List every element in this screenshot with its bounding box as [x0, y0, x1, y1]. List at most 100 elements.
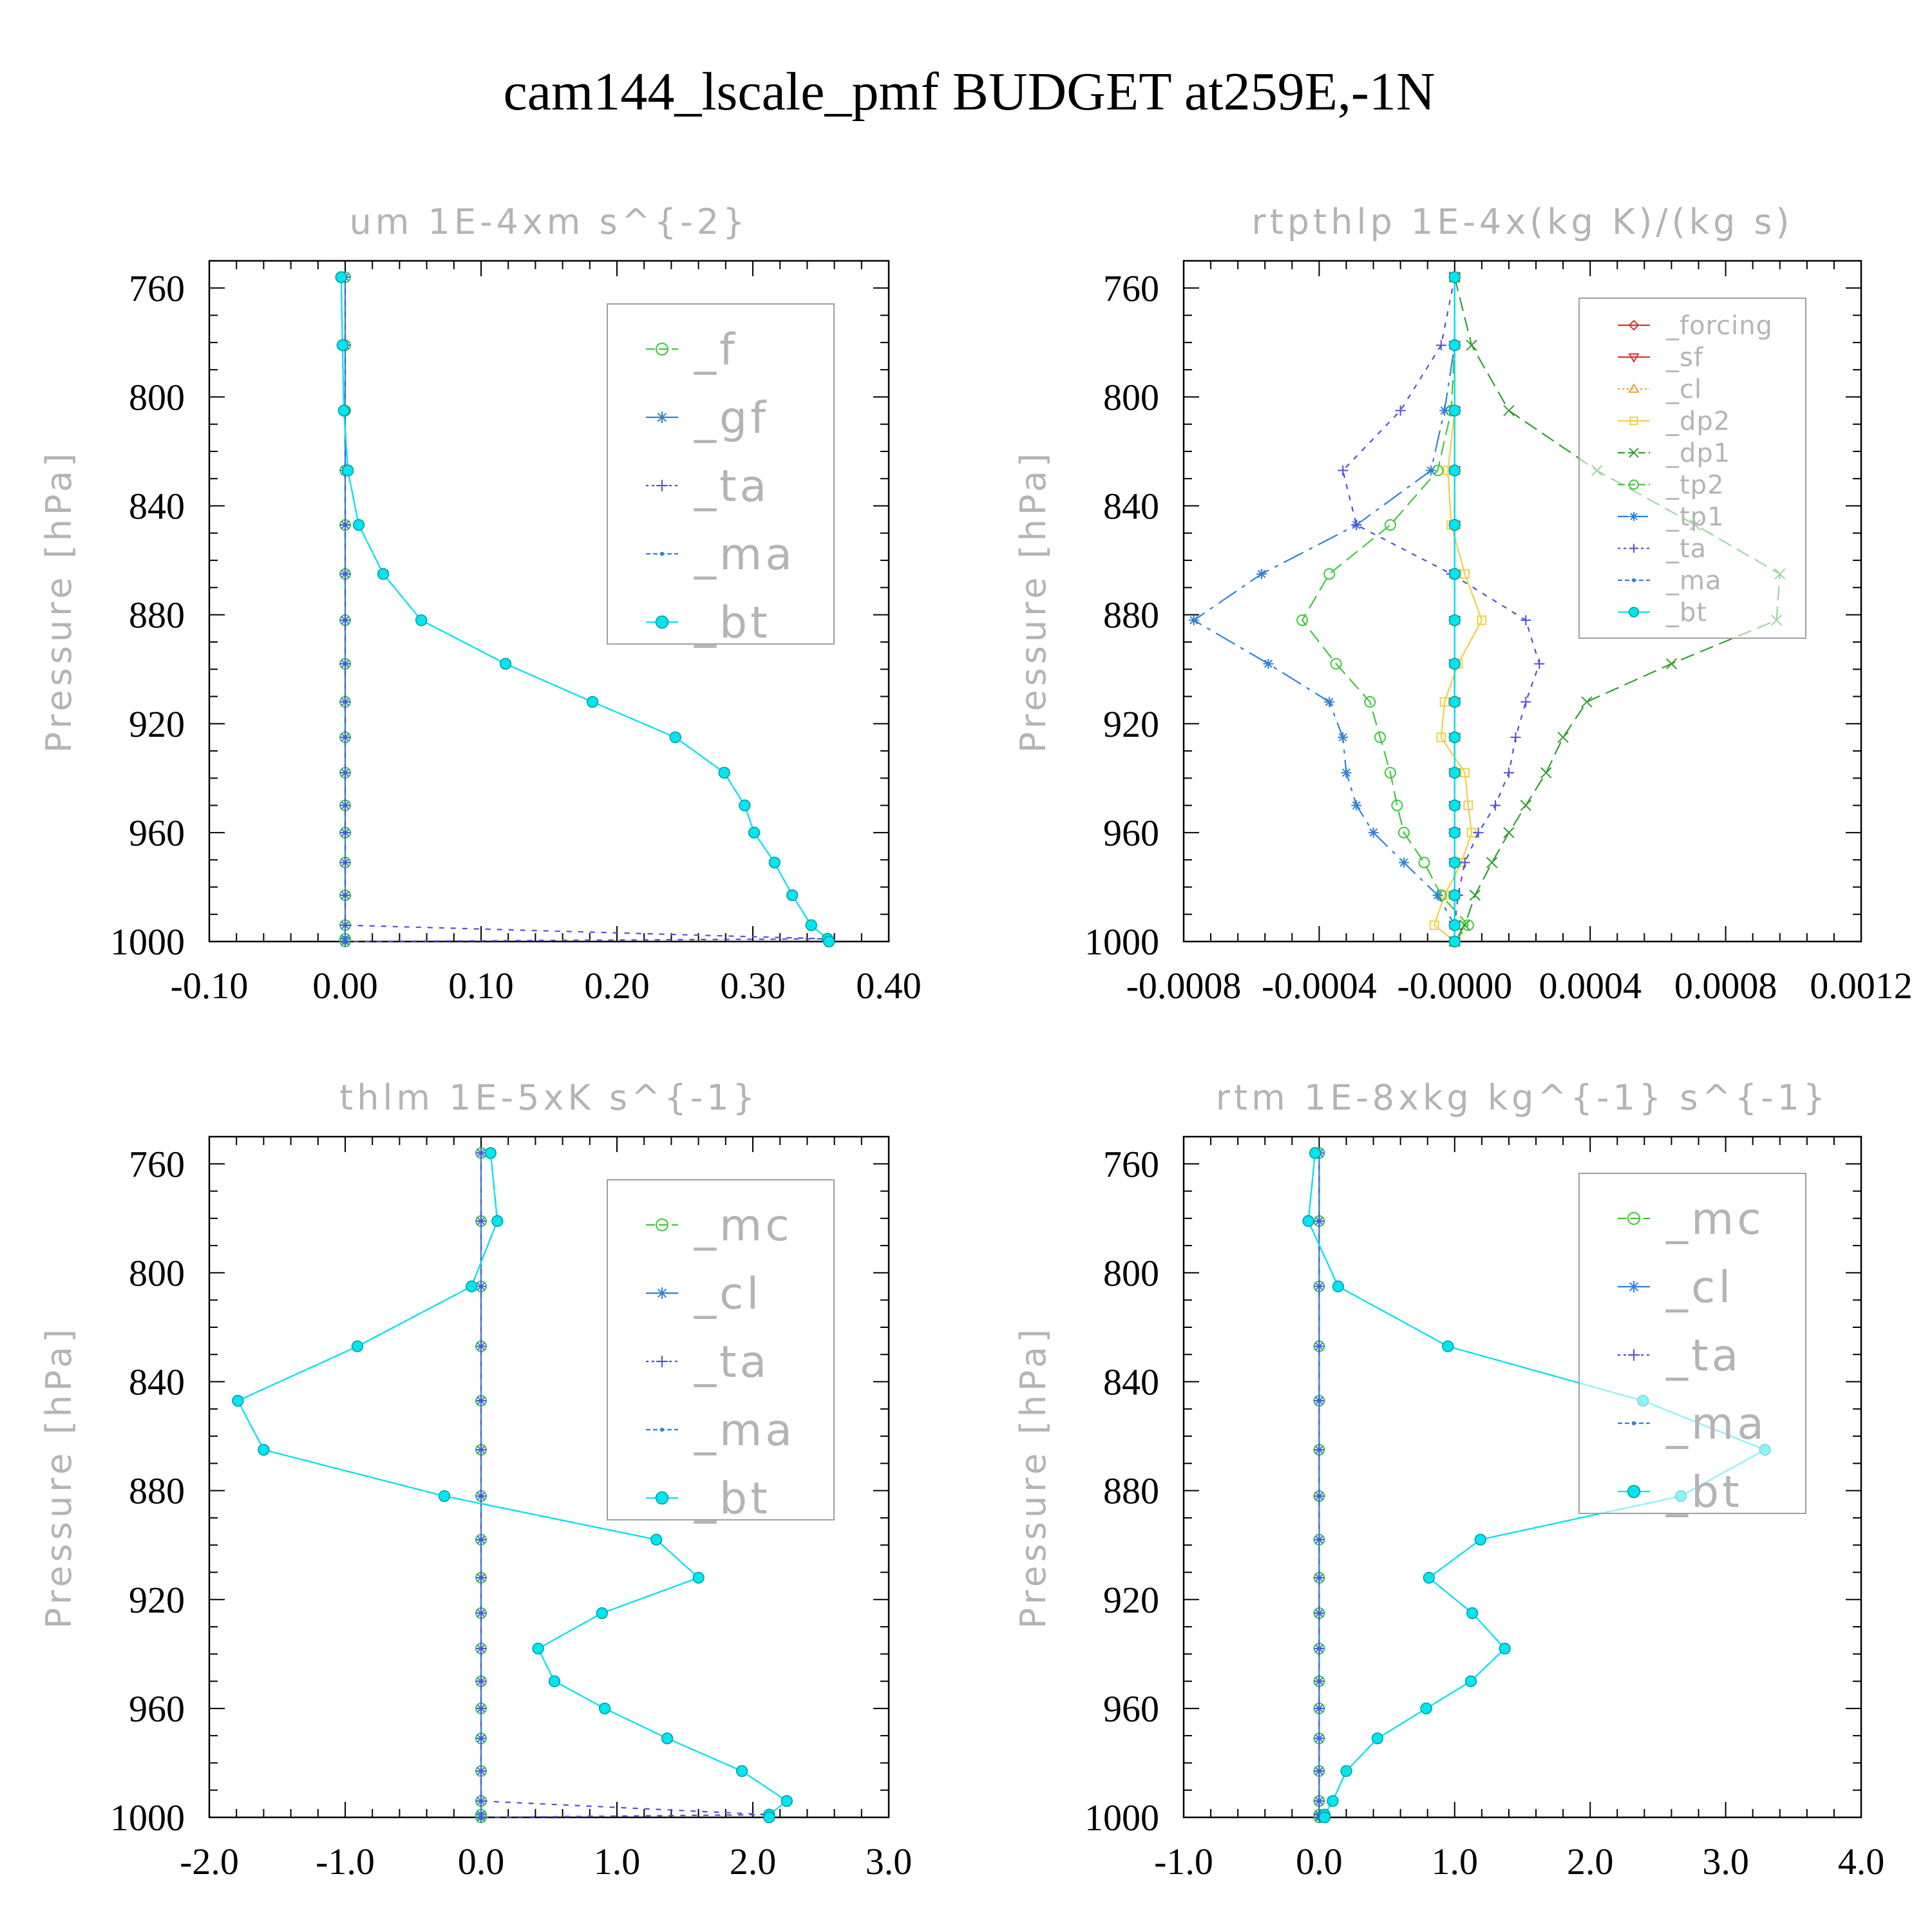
data-point: [476, 1534, 486, 1545]
data-point: [1520, 696, 1531, 707]
legend-marker: [656, 1356, 668, 1367]
series-tp2: [1296, 271, 1474, 947]
data-point: [1351, 520, 1362, 531]
series-line: [340, 277, 830, 942]
legend-item: _ma: [646, 1405, 792, 1456]
data-point: [1391, 799, 1403, 811]
data-point: [1340, 1765, 1352, 1777]
data-point: [805, 919, 817, 931]
data-point: [1466, 1607, 1479, 1620]
x-tick-label: 0.20: [584, 965, 650, 1007]
data-point: [476, 1148, 486, 1159]
data-point: [1436, 732, 1446, 743]
legend-marker: [1629, 512, 1638, 521]
data-point: [484, 1147, 497, 1159]
data-point: [650, 1533, 663, 1546]
series-ta: [1338, 272, 1545, 947]
legend-marker: [1627, 1484, 1641, 1499]
data-point: [1448, 464, 1461, 477]
data-point: [739, 799, 751, 811]
legend-item: _ta: [1618, 1331, 1738, 1381]
data-point: [1323, 568, 1336, 580]
x-tick-label: 3.0: [1702, 1841, 1749, 1882]
data-point: [476, 1281, 486, 1292]
data-point: [1341, 767, 1352, 778]
data-point: [1499, 1642, 1511, 1655]
data-point: [337, 404, 350, 417]
chart-panel-2: rtpthlp 1E-4x(kg K)/(kg s) Pressure [hPa]…: [1013, 202, 1913, 1007]
data-point: [476, 1703, 486, 1714]
y-axis-label: Pressure [hPa]: [1013, 450, 1054, 753]
x-tick-label: -2.0: [180, 1841, 239, 1882]
y-tick-label: 880: [129, 594, 185, 636]
data-point: [1371, 1732, 1384, 1745]
data-point: [1490, 800, 1501, 811]
series-line: [1433, 277, 1483, 942]
legend-marker: [1629, 448, 1639, 458]
x-tick-label: 3.0: [866, 1841, 913, 1882]
y-tick-label: 920: [129, 703, 185, 745]
series-line: [1192, 277, 1455, 942]
plot-frame: [1182, 260, 1862, 943]
x-tick-label: 0.0: [458, 1841, 505, 1882]
data-point: [1448, 935, 1461, 948]
data-point: [258, 1444, 270, 1456]
legend-marker: [655, 1491, 669, 1505]
legend-marker: [1632, 578, 1636, 582]
data-point: [340, 857, 350, 868]
legend-item: _gf: [646, 393, 766, 444]
data-point: [1460, 768, 1470, 778]
legend-label: _bt: [1665, 1467, 1743, 1518]
legend-marker: [1631, 1421, 1636, 1426]
data-point: [1324, 696, 1335, 707]
series-line: [1454, 277, 1781, 942]
data-point: [1503, 827, 1515, 838]
x-tick-label: 0.10: [448, 965, 514, 1007]
legend-label: _bt: [1665, 598, 1707, 628]
data-point: [548, 1675, 561, 1687]
data-point: [1302, 1215, 1314, 1227]
y-tick-label: 800: [129, 1252, 185, 1294]
y-tick-label: 840: [129, 486, 185, 527]
y-tick-label: 800: [129, 376, 185, 418]
legend-item: _ta: [646, 1337, 766, 1388]
legend-item: _tp1: [1618, 502, 1724, 532]
data-point: [1314, 1396, 1325, 1406]
legend-item: _ta: [646, 461, 766, 512]
data-point: [735, 1765, 748, 1777]
x-tick-label: 1.0: [1432, 1841, 1479, 1882]
series-bt: [1302, 1147, 1771, 1824]
legend-label: _dp2: [1665, 407, 1730, 437]
legend: _mc _cl _ta _ma _bt: [1578, 1173, 1806, 1518]
x-tick-label: 0.00: [312, 965, 378, 1007]
data-point: [476, 1643, 486, 1654]
x-tick-label: 4.0: [1838, 1841, 1885, 1882]
legend-item: _sf: [1618, 343, 1703, 373]
data-point: [1510, 732, 1521, 743]
panel-title: thlm 1E-5xK s^{-1}: [339, 1077, 759, 1118]
data-point: [1448, 339, 1461, 352]
legend-box: [1578, 298, 1806, 639]
legend-item: _cl: [1618, 1262, 1730, 1313]
legend-label: _bt: [694, 598, 771, 649]
data-point: [1314, 1572, 1325, 1583]
legend-label: _ma: [1665, 1399, 1767, 1450]
legend-item: _forcing: [1618, 311, 1772, 341]
data-point: [1263, 658, 1274, 669]
data-point: [1473, 827, 1484, 838]
legend-marker: [1628, 319, 1640, 331]
data-point: [1397, 826, 1410, 838]
legend-marker: [1627, 1212, 1640, 1225]
data-point: [1448, 857, 1461, 869]
x-tick-label: -0.0008: [1126, 965, 1242, 1007]
data-point: [342, 464, 354, 477]
data-point: [476, 1396, 486, 1406]
data-point: [340, 569, 350, 580]
data-point: [1314, 1341, 1325, 1352]
legend-item: _ma: [1618, 566, 1721, 596]
data-point: [1395, 405, 1406, 416]
data-point: [1448, 614, 1461, 627]
data-point: [1462, 919, 1474, 931]
data-point: [1469, 889, 1481, 901]
